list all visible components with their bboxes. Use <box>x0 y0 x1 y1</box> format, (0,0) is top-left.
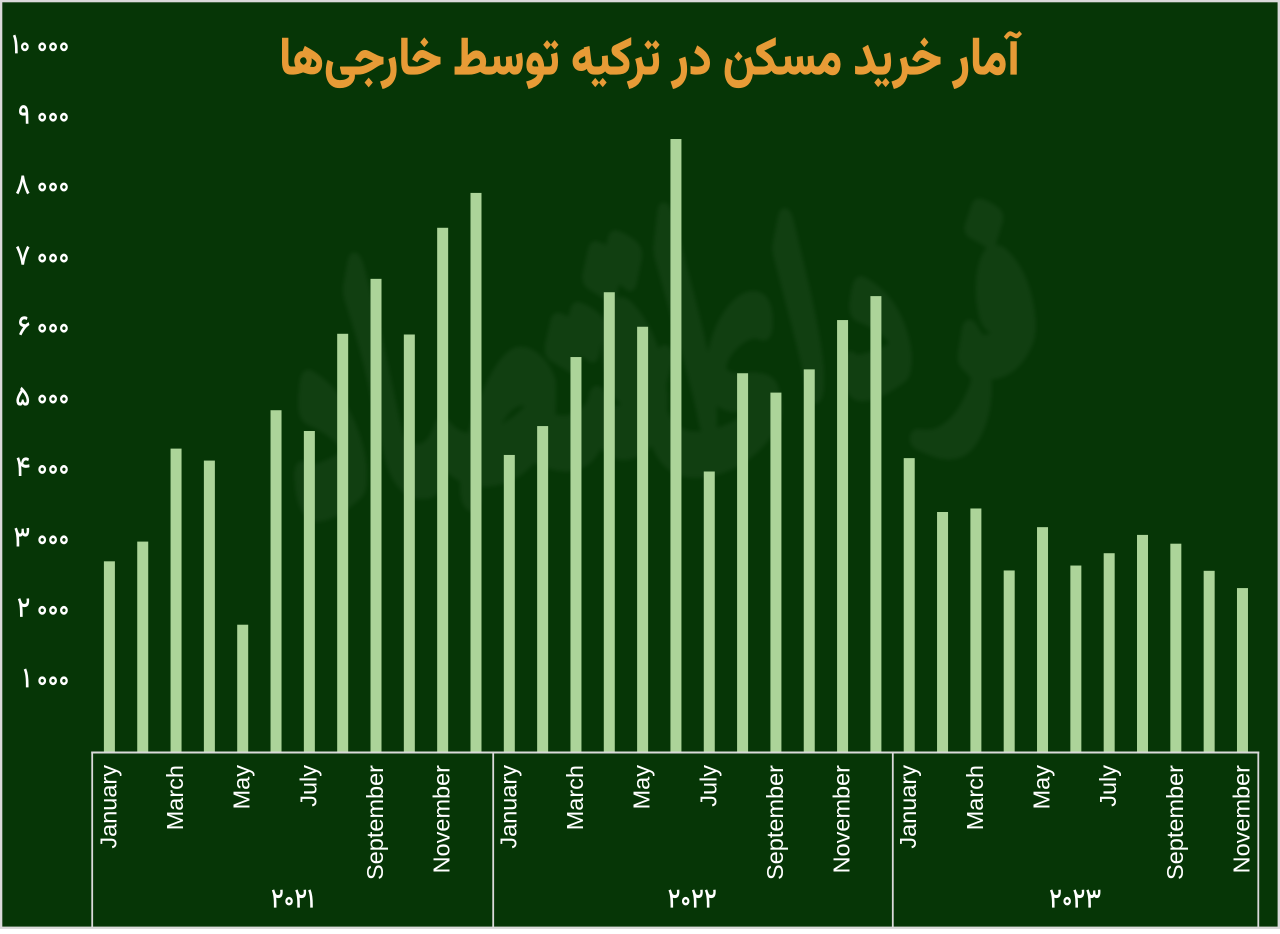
svg-text:July: July <box>695 765 721 807</box>
svg-text:May: May <box>629 765 655 810</box>
svg-text:November: November <box>1229 765 1255 874</box>
svg-text:January: January <box>895 765 921 849</box>
svg-text:July: July <box>295 765 321 807</box>
svg-text:May: May <box>229 765 255 810</box>
svg-text:March: March <box>562 765 588 830</box>
svg-text:November: November <box>429 765 455 874</box>
svg-text:July: July <box>1095 765 1121 807</box>
svg-text:January: January <box>495 765 521 849</box>
svg-text:January: January <box>95 765 121 849</box>
svg-text:September: September <box>1162 765 1188 880</box>
svg-text:March: March <box>162 765 188 830</box>
svg-text:May: May <box>1029 765 1055 810</box>
svg-text:March: March <box>962 765 988 830</box>
svg-text:September: September <box>762 765 788 880</box>
svg-text:September: September <box>362 765 388 880</box>
svg-text:November: November <box>829 765 855 874</box>
